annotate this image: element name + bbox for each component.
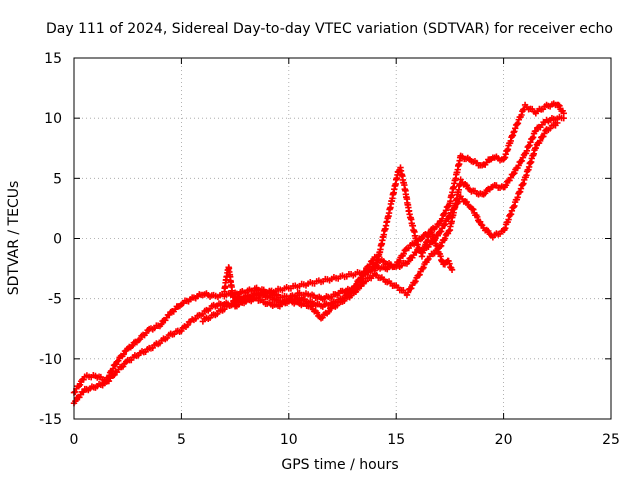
y-tick-label: 10 [44,111,62,127]
data-point [510,204,517,211]
data-point [511,202,518,210]
data-point [424,256,431,264]
series-2 [70,113,567,407]
data-point [529,134,537,141]
data-point [437,228,445,235]
data-point [513,121,521,128]
x-tick-label: 5 [177,432,186,448]
data-point [560,114,567,122]
data-point [441,210,449,217]
x-axis-label: GPS time / hours [281,457,398,473]
data-point [470,206,477,213]
y-tick-label: -5 [48,292,62,308]
data-point [532,144,540,152]
y-tick-label: 0 [53,232,62,248]
data-point [420,264,427,271]
chart-title: Day 111 of 2024, Sidereal Day-to-day VTE… [46,21,613,37]
data-point [523,147,531,154]
data-point [448,266,456,273]
data-point [442,207,450,214]
data-point [526,142,533,149]
x-tick-label: 25 [602,432,620,448]
data-point [441,221,449,228]
data-point [450,205,458,213]
data-point [76,381,84,388]
data-point [477,221,485,228]
data-point [518,111,525,119]
data-point [511,169,518,177]
x-tick-label: 20 [495,432,513,448]
data-point [313,309,321,316]
data-point [400,250,407,257]
data-point [419,265,426,272]
data-point [414,241,421,248]
data-point [511,128,518,135]
data-point [71,388,79,396]
data-point [536,137,544,144]
data-point [357,274,364,281]
y-tick-label: 5 [53,171,62,187]
series-layer [70,100,567,407]
data-point [519,181,526,188]
data-point [447,209,455,217]
data-point [408,285,415,292]
data-point [540,133,547,140]
data-point [445,227,453,235]
data-point [429,231,436,238]
data-point [502,225,509,232]
x-tick-label: 15 [387,432,405,448]
data-point [115,357,122,364]
data-point [554,119,561,127]
data-point [353,281,360,289]
data-point [556,102,563,110]
x-tick-label: 10 [280,432,298,448]
data-point [555,101,562,109]
data-point [444,203,452,210]
data-point [404,289,412,296]
data-point [514,194,521,201]
data-point [441,235,449,242]
data-point [440,222,448,229]
series-4 [221,164,456,310]
series-1 [70,100,567,396]
data-point [517,185,525,192]
data-point [507,174,514,181]
data-point [502,182,510,189]
data-point [527,138,534,146]
data-point [396,257,403,265]
data-point [366,261,374,268]
data-point [474,213,481,221]
data-point [416,271,423,278]
y-tick-label: -10 [39,352,62,368]
data-point [507,210,515,218]
data-point [514,120,522,127]
data-point [515,162,522,169]
data-point [516,188,524,195]
tick-layer: 0 5 10 15 20 25 -15 -10 -5 0 5 10 15 [39,51,620,448]
y-axis-label: SDTVAR / TECUs [6,181,22,296]
y-tick-label: -15 [39,412,62,428]
data-point [445,213,453,221]
data-point [520,180,527,187]
data-point [412,278,419,285]
data-point [518,157,526,165]
data-point [505,216,512,223]
data-point [512,125,519,132]
data-point [446,260,453,267]
data-point [509,170,517,178]
data-point [508,207,516,215]
data-point [405,258,412,265]
x-tick-label: 0 [70,432,79,448]
y-tick-label: 15 [44,51,62,67]
data-point [529,135,536,142]
data-point [158,321,165,328]
